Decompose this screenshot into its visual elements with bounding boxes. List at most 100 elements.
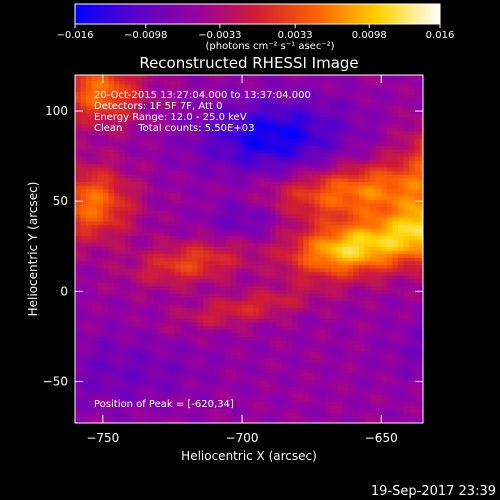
heatmap-cell [214, 257, 221, 262]
heatmap-cell [336, 394, 343, 399]
heatmap-cell [169, 112, 176, 118]
heatmap-cell [86, 170, 93, 175]
heatmap-cell [219, 166, 226, 172]
heatmap-cell [297, 354, 304, 359]
heatmap-cell [158, 192, 165, 197]
heatmap-cell [314, 394, 321, 399]
heatmap-cell [80, 264, 87, 269]
heatmap-cell [130, 332, 137, 338]
heatmap-cell [297, 249, 304, 255]
heatmap-cell [286, 329, 293, 334]
heatmap-cell [108, 138, 115, 143]
heatmap-cell [197, 156, 204, 161]
heatmap-cell [91, 249, 98, 255]
heatmap-cell [186, 116, 193, 121]
heatmap-cell [91, 303, 98, 309]
heatmap-cell [225, 156, 232, 161]
heatmap-cell [136, 174, 143, 179]
heatmap-cell [325, 98, 332, 103]
heatmap-cell [203, 307, 210, 312]
heatmap-cell [236, 282, 243, 287]
heatmap-cell [119, 105, 126, 110]
heatmap-cell [113, 372, 121, 377]
heatmap-cell [97, 239, 104, 244]
heatmap-cell [130, 347, 137, 352]
heatmap-cell [152, 112, 160, 118]
heatmap-cell [242, 322, 249, 327]
heatmap-cell [152, 415, 160, 420]
heatmap-cell [331, 192, 338, 197]
heatmap-cell [169, 368, 176, 374]
heatmap-cell [108, 293, 115, 298]
heatmap-cell [219, 264, 226, 269]
heatmap-cell [253, 257, 260, 262]
heatmap-cell [264, 394, 271, 399]
heatmap-cell [292, 112, 299, 118]
heatmap-cell [225, 336, 232, 341]
heatmap-cell [331, 271, 338, 276]
heatmap-cell [258, 264, 265, 269]
heatmap-cell [102, 404, 110, 410]
heatmap-cell [297, 177, 304, 182]
heatmap-cell [86, 300, 93, 305]
heatmap-cell [75, 412, 82, 417]
heatmap-cell [113, 249, 121, 255]
heatmap-cell [314, 188, 321, 193]
heatmap-cell [342, 76, 349, 82]
heatmap-cell [102, 383, 110, 388]
heatmap-cell [141, 231, 148, 237]
heatmap-cell [219, 84, 226, 89]
heatmap-cell [119, 98, 126, 103]
heatmap-cell [325, 293, 332, 298]
heatmap-cell [314, 415, 321, 420]
heatmap-cell [253, 307, 260, 312]
heatmap-cell [286, 397, 293, 402]
heatmap-cell [102, 412, 110, 417]
heatmap-cell [314, 116, 321, 121]
heatmap-cell [102, 84, 110, 89]
heatmap-cell [264, 98, 271, 103]
heatmap-cell [297, 221, 304, 226]
heatmap-cell [281, 239, 288, 244]
heatmap-cell [225, 249, 232, 255]
heatmap-cell [303, 285, 310, 291]
heatmap-cell [236, 368, 243, 374]
heatmap-cell [314, 80, 321, 85]
heatmap-cell [297, 415, 304, 420]
heatmap-cell [281, 267, 288, 273]
heatmap-cell [230, 120, 238, 125]
heatmap-cell [264, 148, 271, 154]
heatmap-cell [180, 257, 187, 262]
heatmap-cell [214, 166, 221, 172]
heatmap-cell [336, 264, 343, 269]
heatmap-cell [191, 379, 199, 384]
heatmap-cell [219, 397, 226, 402]
heatmap-cell [225, 170, 232, 175]
heatmap-cell [136, 293, 143, 298]
heatmap-cell [169, 231, 176, 237]
heatmap-cell [136, 76, 143, 82]
heatmap-cell [281, 112, 288, 118]
heatmap-cell [208, 163, 215, 168]
heatmap-cell [75, 376, 82, 381]
heatmap-cell [297, 148, 304, 154]
heatmap-cell [297, 87, 304, 92]
heatmap-cell [80, 318, 87, 323]
heatmap-cell [342, 358, 349, 363]
heatmap-cell [264, 134, 271, 139]
heatmap-cell [297, 76, 304, 82]
heatmap-cell [119, 249, 126, 255]
heatmap-cell [314, 166, 321, 172]
heatmap-cell [175, 239, 182, 244]
heatmap-cell [247, 257, 254, 262]
heatmap-cell [152, 148, 160, 154]
heatmap-cell [91, 80, 98, 85]
heatmap-cell [141, 145, 148, 150]
heatmap-cell [169, 394, 176, 399]
heatmap-cell [269, 91, 277, 96]
heatmap-cell [97, 112, 104, 118]
heatmap-cell [214, 340, 221, 345]
heatmap-cell [186, 347, 193, 352]
heatmap-cell [80, 177, 87, 182]
heatmap-cell [269, 275, 277, 280]
